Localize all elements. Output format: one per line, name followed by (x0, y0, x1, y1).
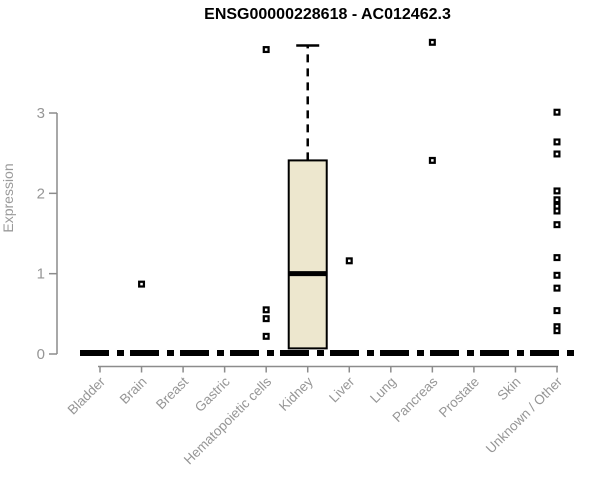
outlier-point-core (555, 204, 559, 208)
outlier-point-core (264, 48, 268, 51)
outlier-point-core (555, 152, 559, 156)
x-tick-label: Kidney (276, 374, 316, 414)
x-tick-label: Liver (326, 374, 358, 406)
outlier-point-core (264, 335, 268, 338)
x-tick-label: Brain (117, 374, 150, 407)
x-tick-label: Bladder (65, 374, 109, 418)
x-tick-label: Skin (494, 374, 523, 403)
x-tick-label: Breast (153, 374, 191, 412)
outlier-point-core (555, 189, 559, 193)
x-tick-label: Prostate (436, 374, 482, 420)
x-tick-label: Unknown / Other (483, 374, 566, 457)
outlier-point-core (555, 110, 559, 114)
outlier-point-core (555, 309, 559, 312)
x-tick-label: Pancreas (390, 374, 441, 425)
outlier-point-core (555, 329, 559, 332)
outlier-point-core (555, 274, 559, 277)
y-tick-label: 3 (37, 105, 45, 122)
outlier-point-core (264, 317, 268, 320)
outlier-point-core (555, 140, 559, 144)
y-tick-label: 1 (37, 266, 45, 283)
y-tick-label: 2 (37, 185, 45, 202)
x-tick-label: Lung (367, 374, 399, 406)
outlier-point-core (555, 325, 559, 328)
outlier-point-core (348, 259, 351, 263)
y-tick-label: 0 (37, 346, 45, 363)
outlier-point-core (555, 198, 559, 202)
outlier-point-core (431, 41, 434, 44)
outlier-point-core (555, 286, 559, 290)
y-axis-title: Expression (0, 163, 16, 232)
chart-title: ENSG00000228618 - AC012462.3 (204, 6, 451, 23)
outlier-point-core (140, 282, 143, 286)
outlier-point-core (555, 223, 559, 226)
outlier-point-core (264, 308, 268, 312)
box-kidney (287, 159, 328, 350)
outlier-point-core (555, 256, 559, 259)
outlier-point-core (555, 209, 559, 213)
outlier-point-core (431, 159, 434, 162)
x-tick-label: Gastric (192, 374, 233, 415)
